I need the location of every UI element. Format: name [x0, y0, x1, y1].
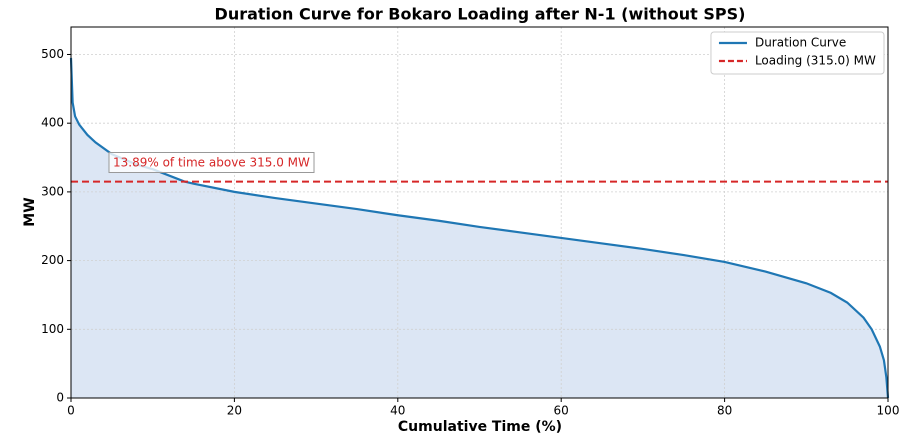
legend-box [710, 31, 885, 75]
y-tick-label: 400 [41, 116, 64, 130]
x-tick-label: 60 [554, 404, 569, 418]
legend-label: Loading (315.0) MW [755, 54, 876, 68]
y-tick-label: 200 [41, 253, 64, 267]
plot-frame [70, 26, 889, 399]
y-tick-label: 500 [41, 47, 64, 61]
x-axis-label: Cumulative Time (%) [398, 419, 562, 435]
y-tick-label: 300 [41, 184, 64, 198]
annotation-box [108, 152, 315, 173]
x-tick-label: 40 [390, 404, 405, 418]
x-tick-label: 20 [227, 404, 242, 418]
duration-line [69, 57, 890, 399]
y-tick-label: 100 [41, 322, 64, 336]
x-tick-label: 0 [67, 404, 75, 418]
legend-label: Duration Curve [755, 36, 846, 50]
chart-title: Duration Curve for Bokaro Loading after … [215, 5, 746, 24]
y-axis-label: MW [22, 197, 38, 226]
annotation: 13.89% of time above 315.0 MW [113, 156, 310, 170]
x-tick-label: 100 [877, 404, 900, 418]
x-tick-label: 80 [717, 404, 732, 418]
y-tick-label: 0 [56, 391, 64, 405]
